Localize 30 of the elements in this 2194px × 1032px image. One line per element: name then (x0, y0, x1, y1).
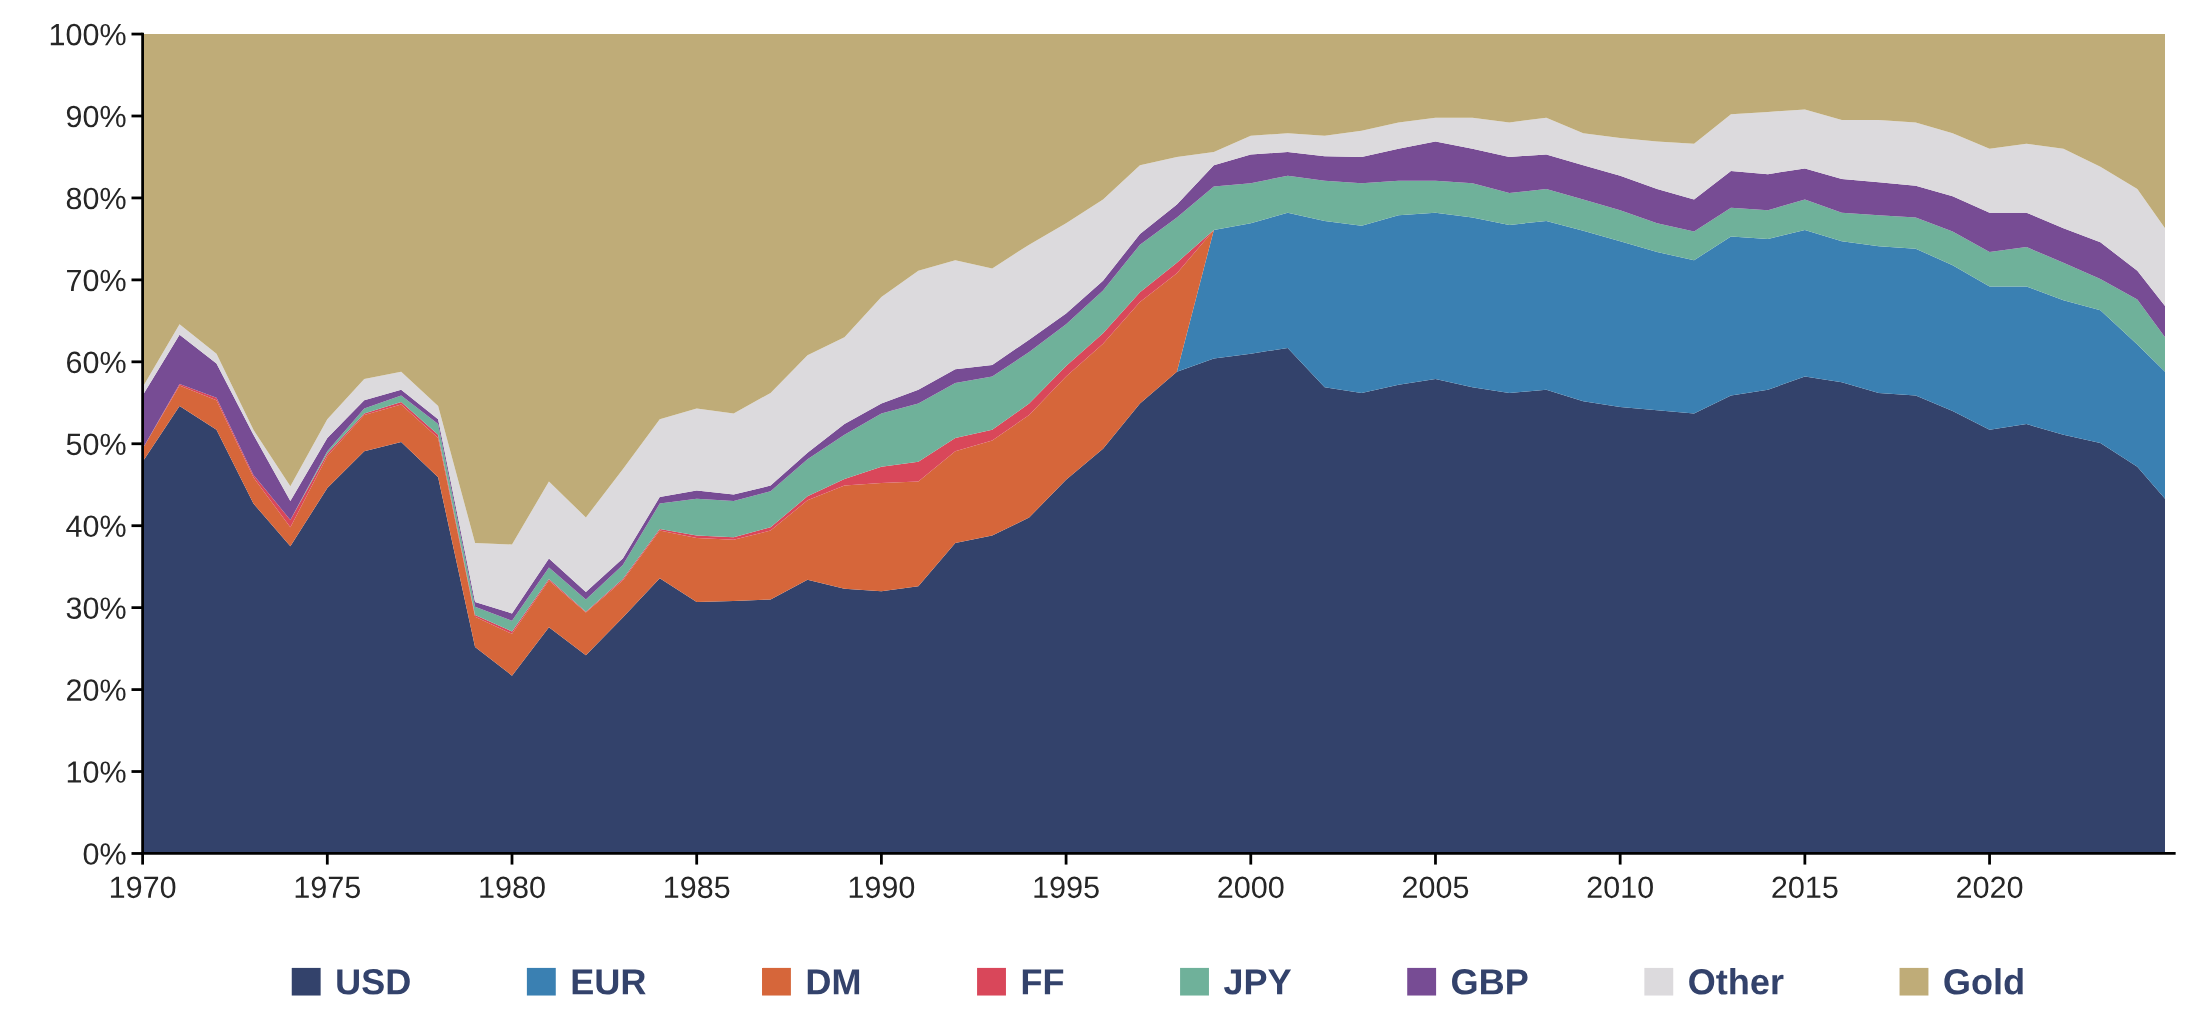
y-tick-label: 70% (67, 269, 126, 292)
y-tick-label: 20% (67, 679, 126, 701)
legend-label: Gold (1944, 968, 2023, 995)
y-tick-label: 80% (66, 187, 126, 210)
x-tick-label: 2005 (1403, 876, 1469, 899)
x-tick-label: 2010 (1587, 876, 1653, 899)
y-tick-label: 90% (66, 105, 126, 128)
y-tick-label: 100% (50, 23, 126, 46)
y-tick-label: 60% (67, 351, 126, 374)
x-tick-label: 2015 (1772, 876, 1838, 899)
legend-label: DM (807, 969, 860, 995)
legend-label: EUR (572, 969, 646, 995)
y-tick-label: 10% (67, 761, 126, 783)
legend-label: USD (337, 969, 410, 995)
legend-label: Other (1689, 968, 1784, 995)
x-tick-label: 2000 (1218, 876, 1284, 899)
x-tick-label: 1970 (110, 876, 176, 899)
legend-label: FF (1022, 969, 1064, 995)
y-tick-label: 30% (66, 597, 126, 620)
y-tick-label: 50% (66, 433, 126, 456)
x-tick-label: 1980 (480, 876, 545, 899)
x-tick-label: 1975 (295, 876, 361, 899)
legend-label: JPY (1223, 969, 1292, 995)
x-tick-label: 2020 (1957, 876, 2023, 899)
legend-label: GBP (1452, 969, 1528, 995)
x-tick-label: 1990 (849, 876, 915, 899)
y-tick-label: 0% (83, 843, 126, 865)
y-tick-label: 40% (66, 515, 126, 538)
x-tick-label: 1995 (1034, 876, 1099, 899)
x-tick-label: 1985 (665, 876, 730, 899)
